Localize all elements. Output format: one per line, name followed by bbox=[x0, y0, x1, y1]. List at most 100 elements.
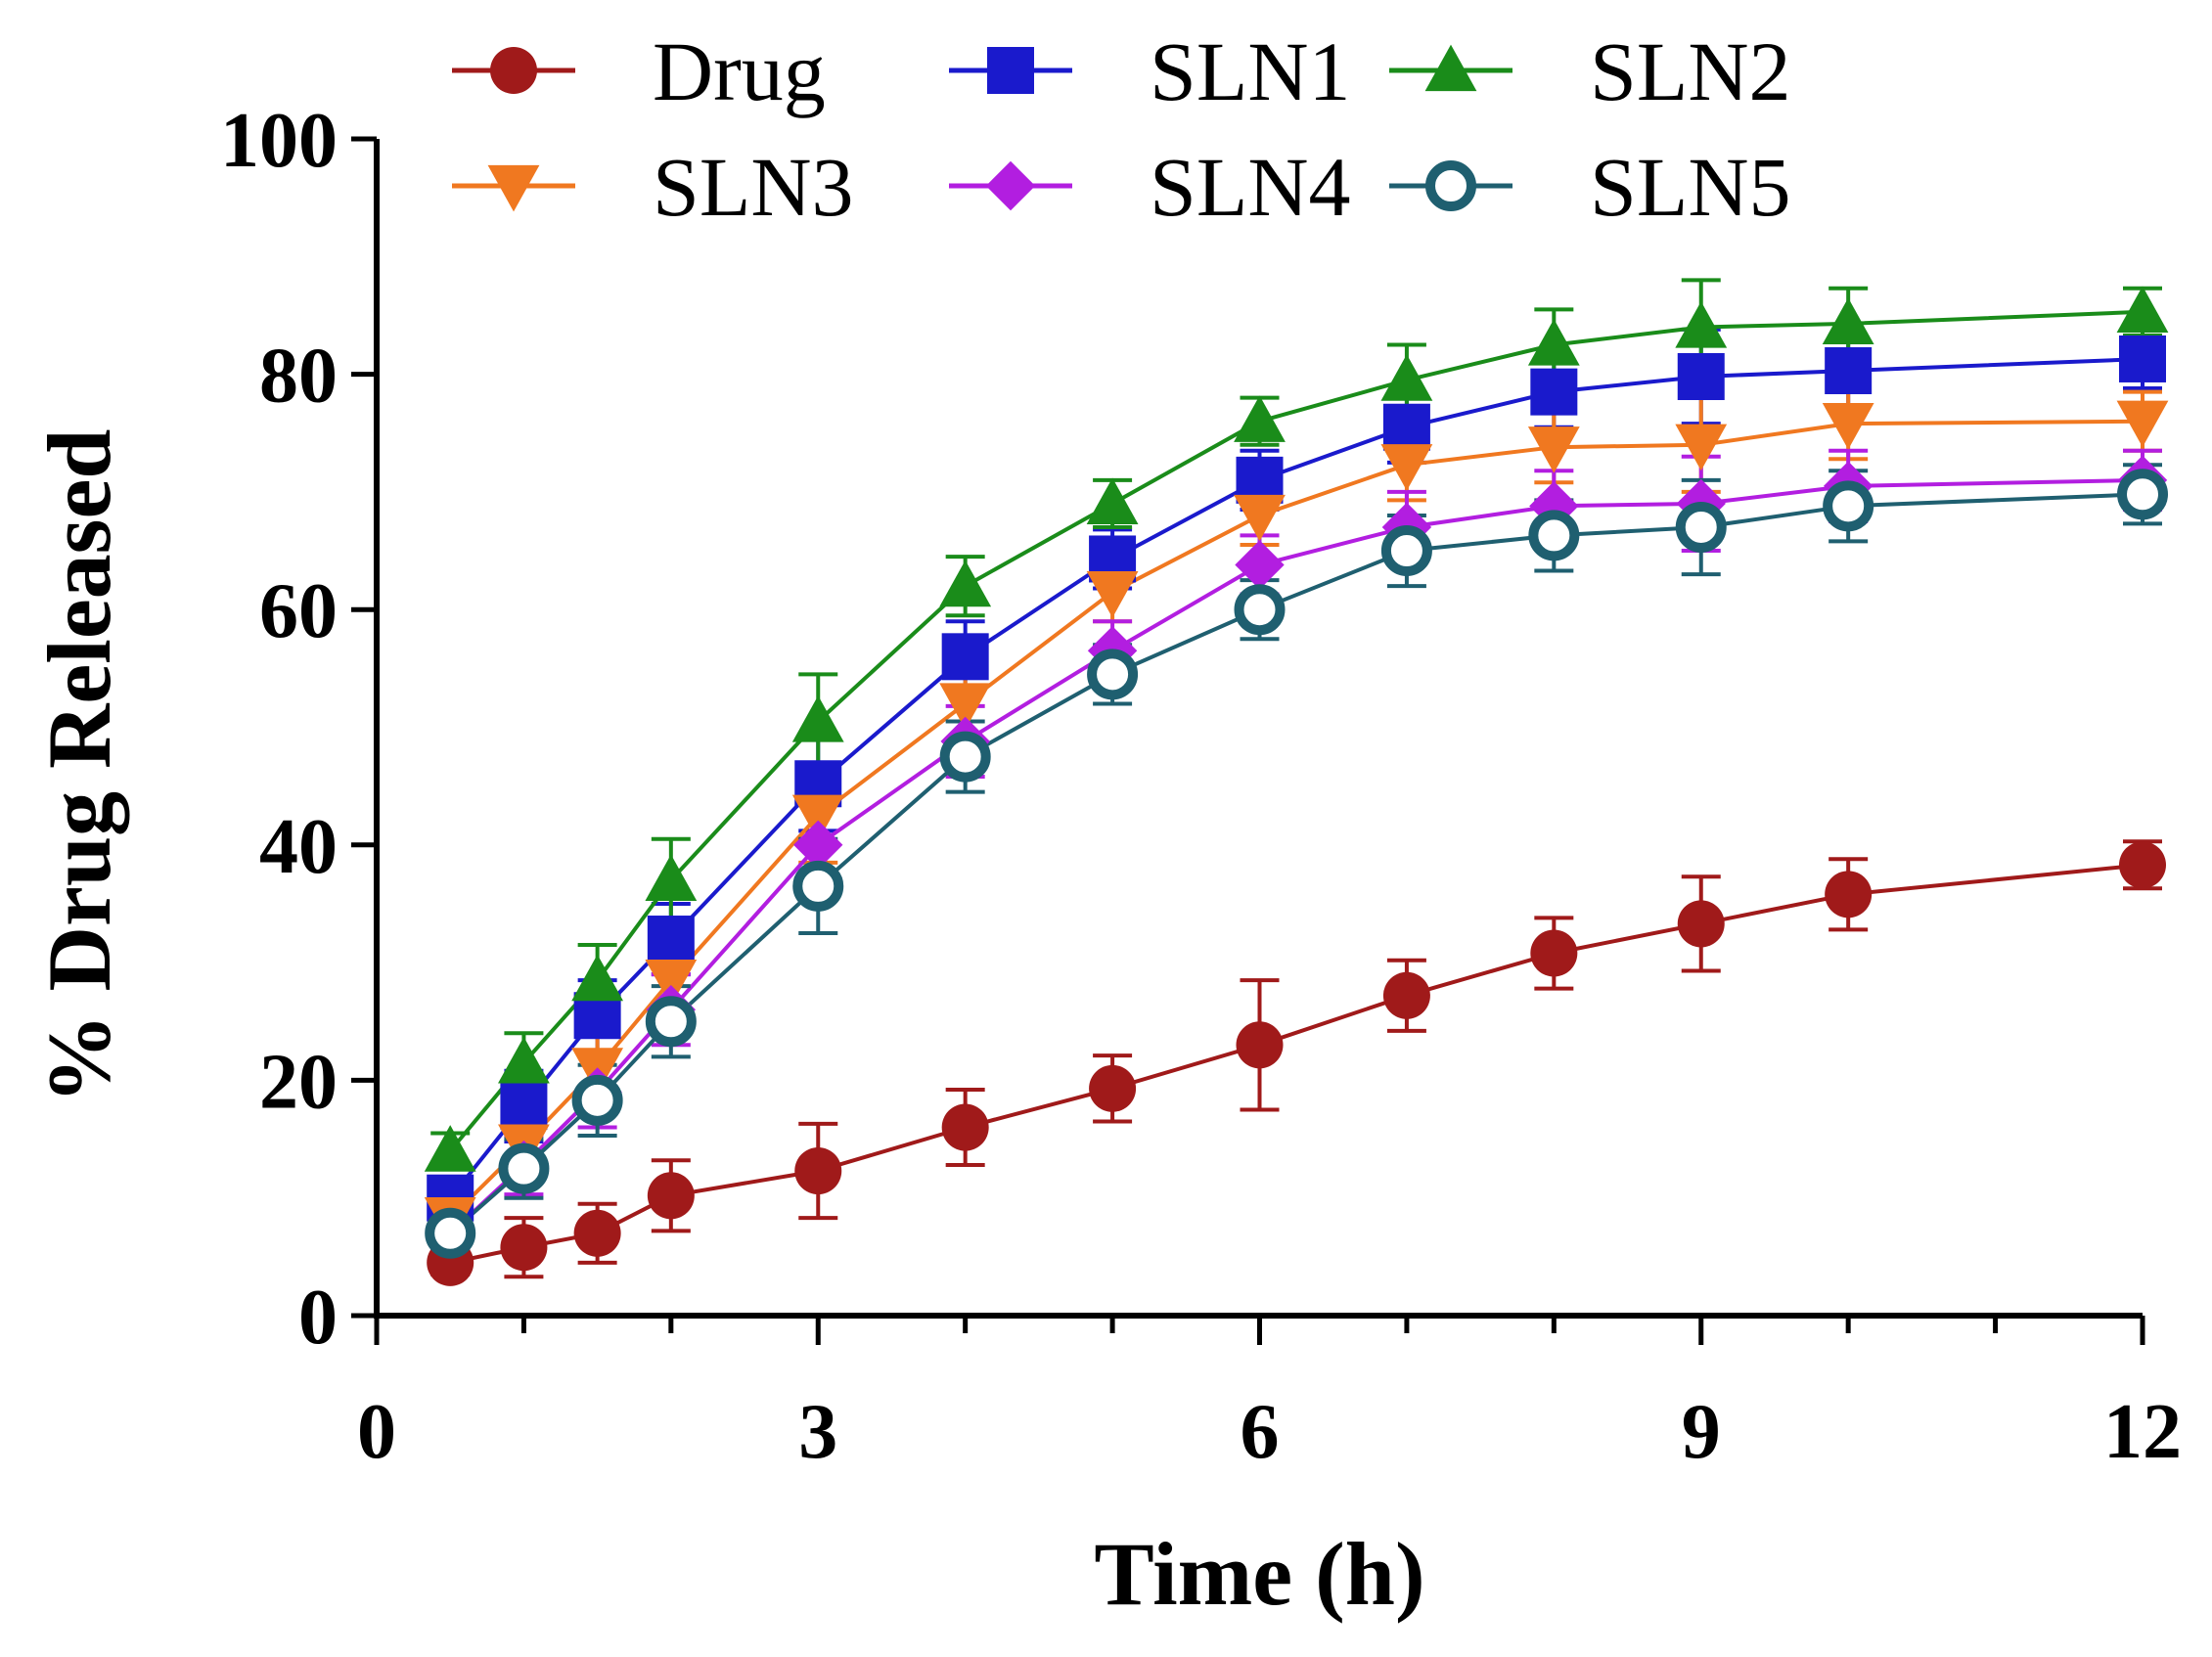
x-tick-label: 12 bbox=[2103, 1389, 2182, 1475]
series-group bbox=[424, 278, 2169, 1286]
x-tick-label: 9 bbox=[1682, 1389, 1721, 1475]
data-point bbox=[791, 794, 844, 842]
data-point bbox=[498, 1142, 550, 1194]
data-point bbox=[1236, 1021, 1284, 1069]
legend-item-sln4: SLN4 bbox=[949, 140, 1350, 234]
series-markers-sln2 bbox=[424, 286, 2169, 1172]
data-point bbox=[1086, 477, 1139, 525]
data-point bbox=[792, 860, 844, 912]
y-tick-label: 80 bbox=[259, 334, 338, 420]
legend-item-drug: Drug bbox=[452, 24, 826, 118]
series-markers-sln5 bbox=[425, 469, 2168, 1259]
data-point bbox=[1675, 301, 1728, 348]
data-point bbox=[1825, 871, 1873, 918]
data-point bbox=[1380, 354, 1433, 401]
data-point bbox=[939, 683, 992, 730]
data-point bbox=[1675, 501, 1727, 553]
data-point bbox=[645, 960, 698, 1007]
legend-marker bbox=[490, 47, 537, 94]
data-point bbox=[939, 560, 992, 607]
data-point bbox=[1825, 346, 1873, 394]
x-axis-title: Time (h) bbox=[1094, 1524, 1424, 1624]
data-point bbox=[793, 820, 843, 870]
legend-label: SLN1 bbox=[1150, 24, 1350, 118]
data-point bbox=[2116, 286, 2169, 333]
data-point bbox=[1675, 424, 1728, 471]
data-point bbox=[941, 633, 989, 681]
data-point bbox=[1677, 353, 1725, 401]
legend-label: SLN5 bbox=[1590, 140, 1790, 234]
legend-item-sln5: SLN5 bbox=[1389, 140, 1790, 234]
y-tick-label: 20 bbox=[259, 1039, 338, 1125]
data-point bbox=[2119, 335, 2166, 382]
series-line bbox=[448, 419, 2144, 1220]
data-point bbox=[1089, 1064, 1137, 1112]
data-point bbox=[1087, 649, 1139, 700]
data-point bbox=[1529, 481, 1579, 531]
series-sln4 bbox=[430, 448, 2162, 1253]
legend-marker bbox=[1424, 44, 1477, 92]
x-tick-label: 6 bbox=[1241, 1389, 1280, 1475]
legend-label: Drug bbox=[653, 24, 826, 118]
legend: Drug SLN1 SLN2 SLN3 SLN4 SLN5 bbox=[452, 24, 1790, 234]
series-sln3 bbox=[430, 386, 2162, 1238]
legend-item-sln3: SLN3 bbox=[452, 140, 853, 234]
y-axis-title: % Drug Released bbox=[29, 429, 129, 1104]
data-point bbox=[1380, 525, 1432, 577]
data-point bbox=[1234, 395, 1286, 442]
data-point bbox=[941, 1103, 989, 1151]
data-point bbox=[425, 1207, 476, 1259]
series-sln1 bbox=[430, 327, 2162, 1218]
data-point bbox=[498, 1036, 550, 1084]
data-point bbox=[424, 1125, 476, 1172]
data-point bbox=[645, 854, 698, 902]
data-point bbox=[571, 954, 624, 1002]
legend-marker bbox=[985, 160, 1036, 211]
legend-label: SLN4 bbox=[1150, 140, 1350, 234]
data-point bbox=[1528, 510, 1580, 561]
data-point bbox=[571, 1074, 623, 1126]
legend-marker bbox=[987, 47, 1034, 94]
y-tick-label: 100 bbox=[220, 98, 338, 184]
data-point bbox=[500, 1224, 548, 1272]
data-point bbox=[1822, 403, 1874, 450]
series-markers-drug bbox=[427, 841, 2166, 1286]
series-line bbox=[448, 492, 2144, 1235]
data-point bbox=[1530, 368, 1578, 416]
data-point bbox=[647, 916, 695, 963]
legend-label: SLN2 bbox=[1590, 24, 1790, 118]
data-point bbox=[1527, 426, 1580, 473]
data-point bbox=[794, 1147, 842, 1195]
series-line bbox=[448, 309, 2144, 1152]
data-point bbox=[1677, 900, 1725, 948]
data-point bbox=[1530, 929, 1578, 977]
x-tick-label: 3 bbox=[798, 1389, 837, 1475]
data-point bbox=[2116, 400, 2169, 448]
legend-marker bbox=[487, 164, 540, 212]
data-point bbox=[500, 1082, 548, 1130]
legend-label: SLN3 bbox=[653, 140, 853, 234]
data-point bbox=[1235, 540, 1285, 590]
legend-item-sln2: SLN2 bbox=[1389, 24, 1790, 118]
data-point bbox=[1382, 403, 1430, 451]
data-point bbox=[647, 1172, 695, 1220]
data-point bbox=[645, 996, 697, 1048]
series-line bbox=[449, 863, 2144, 1265]
legend-marker bbox=[1425, 160, 1476, 211]
series-markers-sln3 bbox=[424, 400, 2169, 1244]
data-point bbox=[1086, 571, 1139, 618]
data-point bbox=[2119, 841, 2166, 889]
data-point bbox=[791, 695, 844, 742]
data-point bbox=[1234, 584, 1286, 636]
axes: 0 20 40 60 80 100 0 3 6 9 12 bbox=[220, 98, 2182, 1475]
data-point bbox=[1234, 494, 1286, 542]
data-point bbox=[1380, 444, 1433, 491]
data-point bbox=[939, 731, 991, 783]
series-markers-sln4 bbox=[426, 455, 2168, 1258]
series-drug bbox=[430, 839, 2162, 1279]
x-tick-label: 0 bbox=[357, 1389, 396, 1475]
data-point bbox=[1823, 480, 1874, 532]
y-tick-label: 60 bbox=[259, 568, 338, 654]
